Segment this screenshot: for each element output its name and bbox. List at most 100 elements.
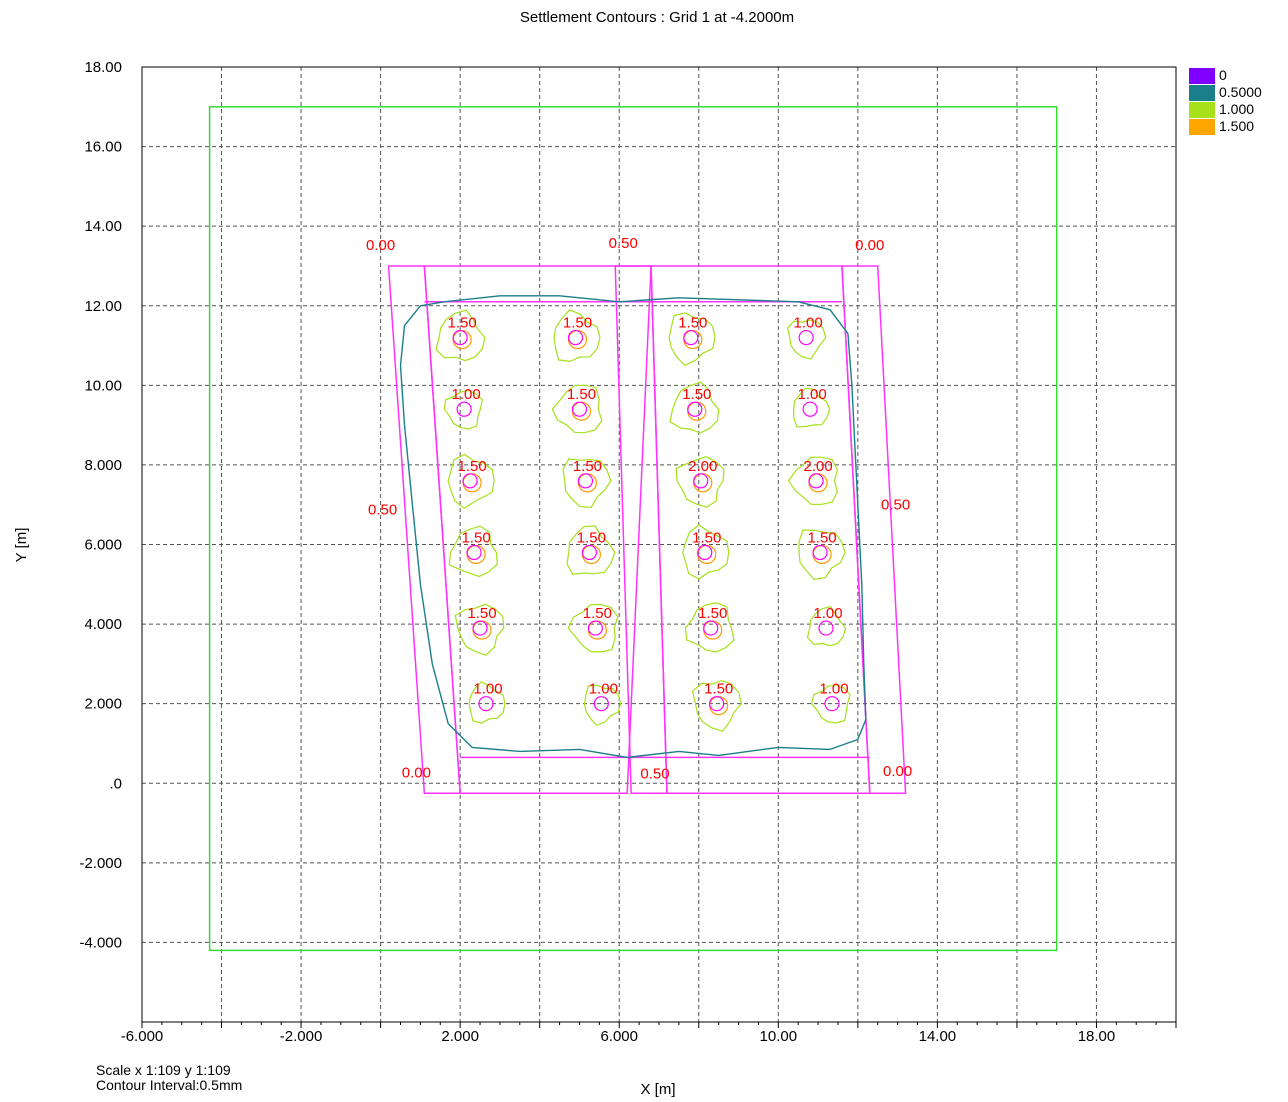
pile-marker [472, 620, 488, 636]
pile-marker [456, 401, 472, 417]
pile-marker [462, 473, 478, 489]
y-tick-label: 8.000 [84, 457, 122, 474]
pile-settlement-label: 1.00 [589, 681, 618, 698]
pile-settlement-label: 1.50 [457, 458, 486, 475]
y-tick-label: 4.000 [84, 616, 122, 633]
contour-1.5 [687, 401, 707, 421]
contour-value-label: 0.00 [402, 764, 431, 781]
contour-value-label: 0.50 [881, 496, 910, 513]
contour-1.5 [581, 544, 602, 565]
structure-outlines [387, 265, 907, 794]
contour-1.0 [691, 679, 743, 732]
contour-1.5 [452, 329, 472, 350]
contour-1.0 [553, 309, 601, 363]
contour-1.0 [448, 525, 498, 578]
pile-marker [812, 544, 828, 561]
pile-settlement-label: 1.50 [704, 681, 733, 698]
contour-labels: 1.50 1.50 1.50 1.00 1.00 1.50 1.50 1.00 1.50 1.50… [366, 235, 912, 782]
contour-1.0 [435, 309, 486, 362]
contour-1.0 [447, 453, 495, 510]
contour-1.0 [562, 458, 612, 509]
contour-value-label: 0.00 [366, 237, 395, 254]
legend-swatch [1189, 85, 1215, 101]
pile-settlement-label: 1.00 [473, 681, 502, 698]
contour-1.0 [668, 312, 716, 367]
pile-marker [703, 620, 719, 636]
pile-settlement-label: 1.50 [567, 386, 596, 403]
pile-marker [818, 620, 834, 636]
pile-marker [581, 544, 598, 561]
pile-settlement-label: 1.50 [467, 605, 496, 622]
contour-1.5 [812, 544, 832, 565]
pile-settlement-label: 1.50 [698, 605, 727, 622]
pile-settlement-label: 1.50 [577, 529, 606, 546]
pile-settlement-label: 1.50 [448, 315, 477, 332]
pile-marker [571, 401, 588, 417]
legend-label: 1.500 [1219, 118, 1254, 134]
pile-marker [709, 696, 725, 712]
contour-1.0 [443, 389, 484, 430]
y-tick-label: -2.000 [79, 855, 122, 872]
y-tick-label: 16.00 [84, 139, 122, 156]
x-tick-label: 10.00 [760, 1028, 798, 1045]
contour-1.0 [551, 384, 603, 434]
x-tick-label: 2.000 [441, 1028, 479, 1045]
axis-ticks: -6.000 -2.000 2.000 6.000 10.00 14.00 18.00 18.… [79, 59, 1177, 1045]
grid-boundary [208, 106, 1058, 952]
contour-1.0 [669, 381, 720, 434]
contour-1.0 [798, 529, 846, 581]
contour-1.0 [468, 681, 506, 724]
y-tick-label: 6.000 [84, 537, 122, 554]
pile-marker [452, 329, 468, 346]
contour-1.0 [786, 319, 827, 360]
contour-interval-text: Contour Interval:0.5mm [96, 1077, 243, 1093]
contour-1.5 [577, 473, 598, 493]
contour-1.0 [810, 684, 851, 724]
contour-1.5 [808, 473, 828, 493]
pile-settlement-label: 1.00 [798, 386, 827, 403]
pile-settlement-label: 1.50 [682, 386, 711, 403]
pile-settlement-label: 1.50 [678, 315, 707, 332]
pile-settlement-label: 1.50 [807, 529, 836, 546]
pile-settlement-label: 1.00 [813, 605, 842, 622]
legend-label: 1.000 [1219, 101, 1254, 117]
piles [435, 309, 851, 732]
pile-marker [687, 401, 703, 417]
contour-1.5 [693, 473, 713, 493]
pile-marker [824, 696, 840, 712]
pile-settlement-label: 1.50 [573, 458, 602, 475]
pile-settlement-label: 1.00 [794, 315, 823, 332]
pile-marker [567, 329, 584, 346]
x-tick-label: -2.000 [280, 1028, 323, 1045]
y-tick-label: 18.00 [84, 59, 122, 76]
chart-title: Settlement Contours : Grid 1 at -4.2000m [520, 9, 794, 26]
y-tick-label: .0 [109, 775, 122, 792]
pile-marker [683, 329, 699, 346]
pile-settlement-label: 1.50 [583, 605, 612, 622]
contour-lines [399, 295, 867, 759]
contour-1.0 [567, 603, 619, 653]
pile-marker [808, 473, 824, 489]
pile-settlement-label: 1.50 [563, 315, 592, 332]
contour-1.5 [462, 473, 482, 493]
right-raft-outline [650, 265, 871, 794]
pile-marker [593, 696, 609, 712]
pile-marker [466, 544, 482, 561]
y-tick-label: 12.00 [84, 298, 122, 315]
contour-value-label: 0.50 [368, 502, 397, 519]
right-strip [841, 265, 907, 794]
contour-value-label: 0.50 [609, 235, 638, 252]
left-strip [387, 265, 461, 794]
y-axis-label: Y [m] [13, 528, 30, 563]
pile-settlement-label: 2.00 [688, 458, 717, 475]
contour-1.5 [683, 329, 703, 350]
pile-marker [697, 544, 713, 561]
x-tick-label: 6.000 [600, 1028, 638, 1045]
legend-swatch [1189, 102, 1215, 118]
x-axis-label: X [m] [640, 1081, 675, 1098]
contour-value-label: 0.00 [855, 237, 884, 254]
contour-1.0 [682, 524, 730, 580]
contour-1.5 [709, 696, 729, 716]
